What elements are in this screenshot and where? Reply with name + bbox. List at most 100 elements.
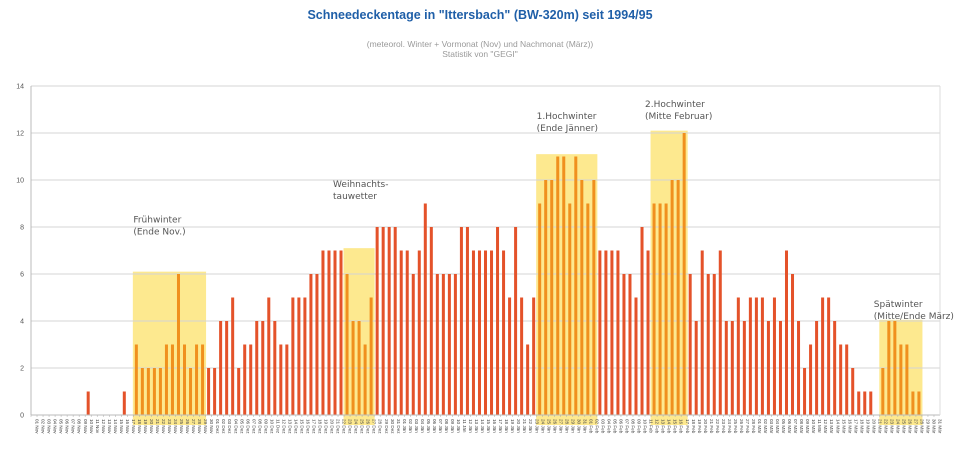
x-tick-label: 15 Feb — [673, 419, 678, 434]
bar — [556, 156, 560, 415]
x-tick-label: 26 Mär — [907, 419, 912, 434]
x-tick-label: 18 Nov — [137, 419, 142, 434]
x-tick-label: 24 Feb — [727, 419, 732, 434]
bar — [176, 274, 180, 415]
x-tick-label: 02 Mär — [763, 419, 768, 434]
bar — [255, 321, 259, 415]
x-tick-label: 05 Nov — [59, 419, 64, 434]
annotation-label: Frühwinter — [133, 215, 181, 225]
x-tick-label: 23 Jän — [534, 419, 539, 433]
x-tick-label: 17 Nov — [131, 419, 136, 434]
x-tick-label: 27 Dez — [372, 419, 377, 434]
bar — [465, 227, 469, 415]
bar — [339, 250, 343, 415]
bar — [297, 297, 301, 415]
x-tick-label: 15 Dez — [299, 419, 304, 434]
x-tick-label: 04 Jän — [420, 419, 425, 433]
bar — [279, 344, 283, 415]
bar — [387, 227, 391, 415]
bar — [483, 250, 488, 415]
x-tick-label: 13 Mär — [829, 419, 834, 434]
bar — [706, 274, 710, 415]
bar — [237, 368, 241, 415]
x-tick-label: 09 Nov — [83, 419, 88, 434]
bar — [730, 321, 734, 415]
y-tick-label: 8 — [20, 225, 24, 232]
x-tick-label: 19 Jän — [510, 419, 515, 433]
x-tick-label: 28 Jän — [564, 419, 569, 433]
x-tick-label: 05 Feb — [613, 419, 618, 434]
x-tick-label: 22 Mär — [883, 419, 888, 434]
bar — [158, 368, 162, 415]
bar — [616, 250, 620, 415]
bar — [592, 180, 596, 415]
bar — [249, 344, 253, 415]
x-tick-label: 20 Nov — [149, 419, 154, 434]
annotation-label: (Mitte Februar) — [645, 112, 712, 122]
x-tick-label: 26 Feb — [739, 419, 744, 434]
highlight-region-1 — [132, 271, 207, 425]
bar — [345, 274, 349, 415]
bar — [435, 274, 439, 415]
bar — [225, 321, 229, 415]
bar — [688, 274, 692, 415]
x-tick-label: 28 Feb — [751, 419, 756, 434]
x-tick-label: 03 Nov — [47, 419, 52, 434]
x-tick-label: 11 Mär — [817, 419, 822, 433]
x-tick-label: 24 Jän — [540, 419, 545, 433]
bar — [321, 250, 325, 415]
x-tick-label: 27 Nov — [191, 419, 196, 434]
bar — [778, 321, 782, 415]
x-tick-label: 01 Nov — [35, 419, 40, 434]
bar — [562, 156, 566, 415]
x-tick-label: 14 Mär — [835, 419, 840, 434]
x-tick-label: 29 Dez — [384, 419, 389, 434]
x-tick-label: 16 Mär — [847, 419, 852, 434]
chart-subtitle-line-1: (meteorol. Winter + Vormonat (Nov) und N… — [366, 39, 594, 49]
x-tick-label: 02 Nov — [41, 419, 46, 434]
bar — [544, 180, 548, 415]
x-tick-label: 23 Dez — [348, 419, 353, 434]
x-tick-label: 11 Jän — [462, 419, 467, 433]
x-tick-label: 29 Mär — [926, 419, 931, 434]
x-tick-label: 25 Nov — [179, 419, 184, 434]
bar — [243, 344, 247, 415]
x-tick-label: 05 Jän — [426, 419, 431, 433]
bar — [646, 250, 650, 415]
bar — [550, 180, 554, 415]
x-tick-label: 05 Dez — [239, 419, 244, 434]
annotation-label: tauwetter — [333, 192, 377, 202]
bar — [526, 344, 530, 415]
x-tick-label: 04 Dez — [233, 419, 238, 434]
x-tick-label: 07 Dez — [251, 419, 256, 434]
bar — [459, 227, 463, 415]
x-tick-label: 11 Nov — [95, 419, 100, 434]
x-tick-label: 14 Nov — [113, 419, 118, 434]
y-tick-labels: 0 2 4 6 8 10 12 14 — [16, 84, 24, 420]
x-tick-label: 20 Dez — [330, 419, 335, 434]
x-tick-label: 06 Mär — [787, 419, 792, 434]
bar — [303, 297, 307, 415]
y-tick-label: 6 — [20, 272, 24, 279]
x-tick-label: 12 Jän — [468, 419, 473, 433]
bar — [754, 297, 758, 415]
x-tick-label: 24 Nov — [173, 419, 178, 434]
bar — [170, 344, 174, 415]
x-tick-label: 21 Jän — [522, 419, 527, 433]
bar — [622, 274, 626, 415]
bar — [213, 368, 217, 415]
x-tick-label: 25 Mär — [901, 419, 906, 434]
bar — [207, 368, 211, 415]
x-tick-label: 19 Mär — [865, 419, 870, 434]
x-tick-label: 15 Jän — [486, 419, 491, 433]
bar — [357, 321, 361, 415]
x-tick-label: 14 Feb — [667, 419, 672, 434]
x-tick-label: 10 Nov — [89, 419, 94, 434]
x-tick-label: 22 Dez — [342, 419, 347, 434]
bar — [183, 344, 187, 415]
bar — [809, 344, 813, 415]
x-tick-label: 16 Nov — [125, 419, 130, 434]
bar — [134, 344, 138, 415]
x-tick-label: 17 Mär — [853, 419, 858, 434]
x-tick-label: 24 Dez — [354, 419, 359, 434]
